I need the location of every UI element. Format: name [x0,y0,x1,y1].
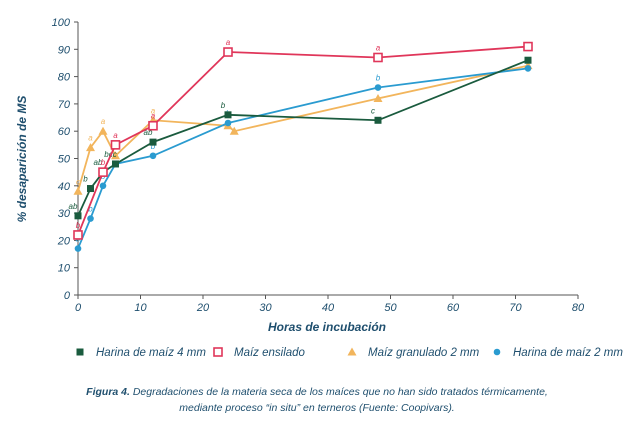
data-point [523,41,533,52]
data-point [374,84,382,91]
y-tick-label: 90 [58,44,71,56]
data-point [224,111,232,119]
point-label: ab [69,202,78,211]
data-point [98,167,108,177]
y-tick-label: 0 [64,290,71,302]
legend-marker [213,347,223,357]
point-label: a [376,43,381,52]
x-tick-label: 60 [447,302,460,314]
data-point [111,151,120,160]
series-line [77,45,529,236]
data-point [373,52,383,63]
figure-label: Figura 4. [86,386,130,398]
data-point [87,215,94,222]
series-line [77,67,529,249]
point-label: ab [144,128,153,137]
y-axis-label: % desaparición de MS [15,96,29,223]
data-point [524,56,532,64]
y-tick-label: 50 [58,154,71,166]
legend: Harina de maíz 4 mm Maíz ensilado Maíz gra… [76,347,623,359]
caption-text-1: Degradaciones de la materia seca de los … [129,386,548,398]
x-tick-label: 10 [134,302,147,314]
point-label: a [151,106,156,115]
y-tick-label: 80 [58,72,71,84]
data-point [110,140,121,150]
series-3: bbbbbb [74,65,532,252]
point-label: c [371,106,375,115]
point-label: a [151,112,156,121]
y-axis-ticks: 0 10 20 30 40 50 60 70 80 90 100 [52,17,78,302]
x-tick-label: 0 [75,302,82,314]
data-point [524,65,532,72]
data-point [148,120,158,131]
data-point [73,186,83,195]
legend-label: Harina de maíz 2 mm [513,347,623,359]
x-tick-label: 70 [509,302,522,314]
data-point [223,47,233,57]
data-point [73,230,83,240]
legend-marker [76,348,84,356]
data-point [112,160,119,168]
x-tick-label: 80 [572,302,585,314]
x-tick-label: 40 [322,302,335,314]
point-label: b [151,142,156,151]
legend-marker [493,348,501,356]
figure-caption-line1: Figura 4. Degradaciones de la materia se… [0,386,634,398]
y-tick-label: 70 [58,99,71,111]
legend-marker [347,347,357,356]
data-point [74,245,82,252]
point-label: b [83,175,88,184]
y-tick-label: 100 [52,17,71,29]
data-point [149,152,157,160]
x-axis-label: Horas de incubación [268,320,386,334]
x-tick-label: 30 [259,302,272,314]
data-point [224,119,232,127]
point-label: a [101,117,106,126]
legend-label: Maíz granulado 2 mm [368,347,480,359]
point-label: a [88,134,93,143]
chart: 0 10 20 30 40 50 60 70 80 90 100 0 10 20 30 40 50 60 70 80… [15,17,623,359]
point-label: a [113,131,118,140]
point-label: b [101,158,106,167]
point-label: b [376,74,381,83]
point-label: ab [94,158,103,167]
point-label: b [88,205,93,214]
data-point [149,138,157,146]
data-point [74,212,82,220]
data-point [229,126,239,135]
y-tick-label: 60 [58,126,71,138]
point-label: b [76,221,81,230]
y-tick-label: 10 [58,263,71,275]
y-tick-label: 20 [57,235,71,247]
x-tick-label: 20 [196,302,210,314]
series-group: caaabbbbbbabbabbccabbcbbaaaa [69,38,533,252]
y-tick-label: 30 [58,208,71,220]
y-tick-label: 40 [58,181,71,193]
point-label: b [221,101,226,110]
legend-label: Maíz ensilado [234,347,306,359]
figure-caption-line2: mediante proceso “in situ” en terneros (… [179,402,455,414]
series-line [77,59,529,217]
data-point [374,116,382,124]
x-axis-ticks: 0 10 20 30 40 50 60 70 80 [75,295,585,314]
point-label: a [226,38,231,47]
data-point [99,182,107,190]
data-point [98,126,108,135]
legend-label: Harina de maíz 4 mm [96,347,206,359]
x-tick-label: 50 [384,302,397,314]
data-point [373,93,383,102]
data-point [86,143,95,152]
data-point [87,185,94,193]
point-label: c [76,177,80,186]
